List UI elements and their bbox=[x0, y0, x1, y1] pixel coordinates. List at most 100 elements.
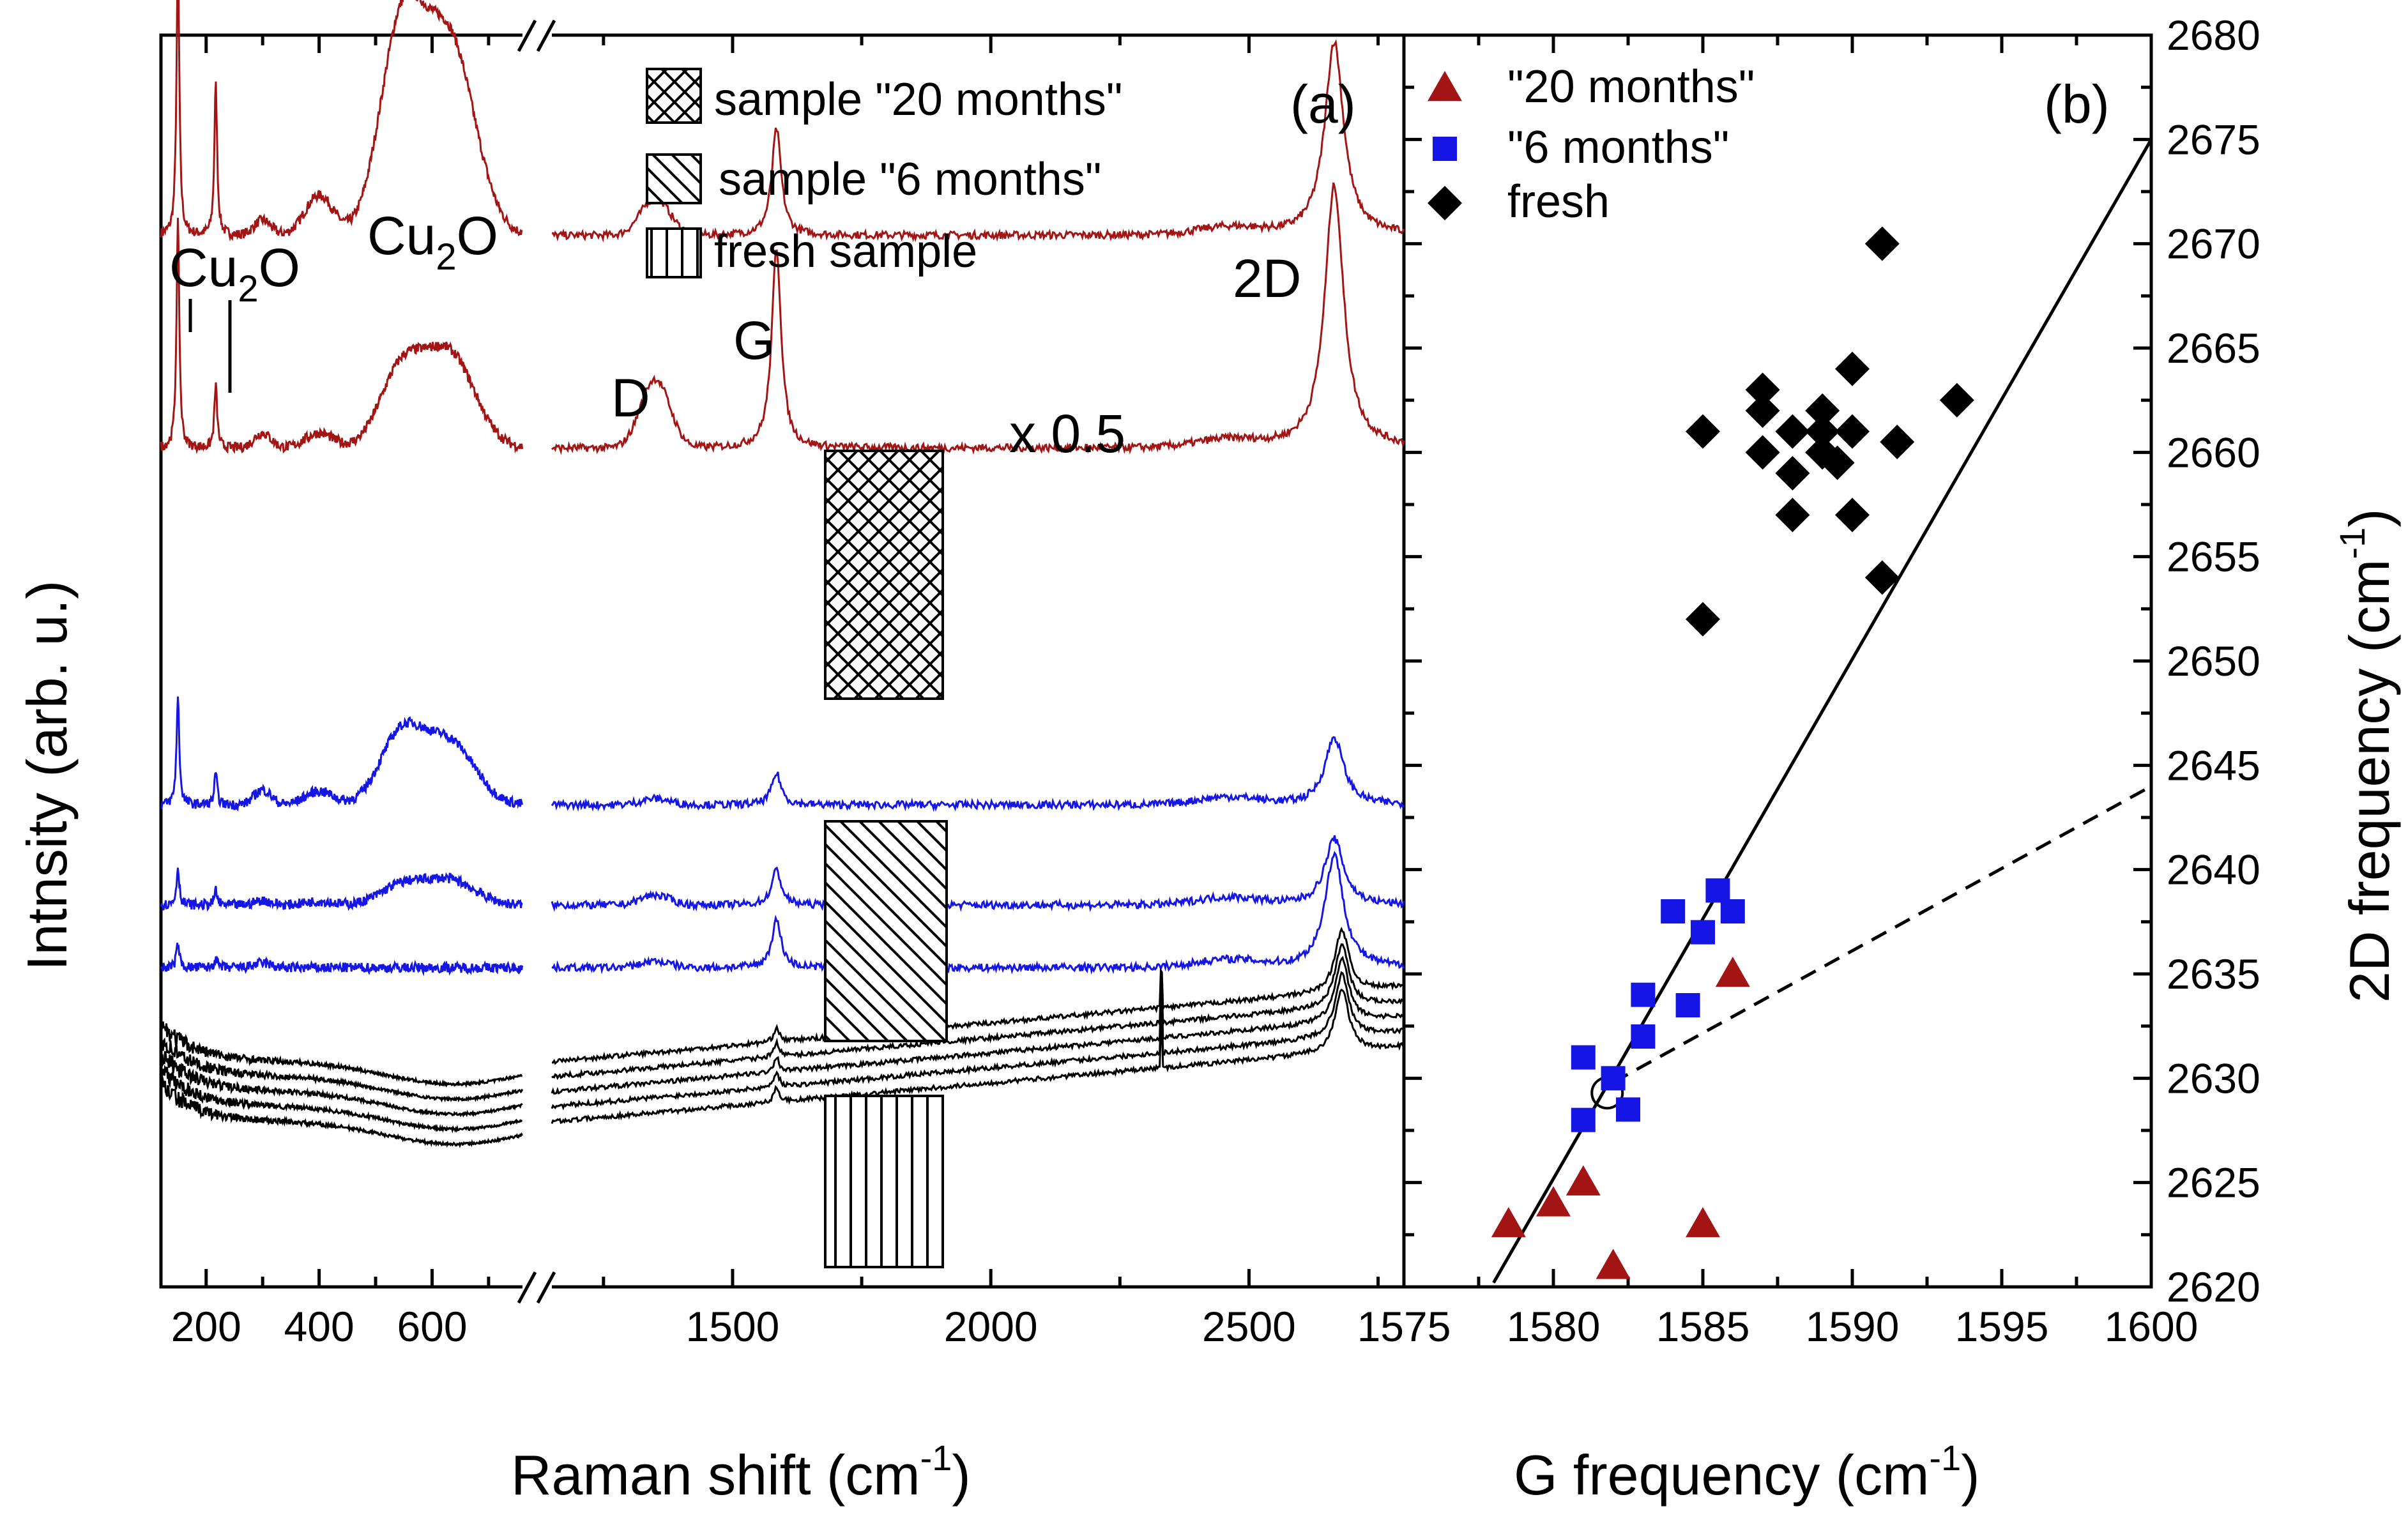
data-point-diamond bbox=[1805, 414, 1840, 449]
data-point-diamond bbox=[1745, 372, 1780, 407]
x-tick-label: 2000 bbox=[944, 1303, 1038, 1350]
y-tick-label: 2655 bbox=[2167, 533, 2260, 581]
data-point-triangle bbox=[1686, 1207, 1720, 1238]
x-tick-label: 400 bbox=[284, 1303, 354, 1350]
panel-b-y-title: 2D frequency (cm-1) bbox=[2332, 508, 2401, 1003]
data-point-square bbox=[1675, 993, 1700, 1017]
data-point-diamond bbox=[1835, 498, 1870, 533]
fit-line-solid bbox=[1492, 139, 2151, 1284]
data-point-diamond bbox=[1775, 414, 1810, 449]
spectrum-line-20-months bbox=[160, 217, 524, 455]
y-tick-label: 2645 bbox=[2167, 741, 2260, 789]
x-tick-label: 1585 bbox=[1656, 1303, 1750, 1350]
data-point-diamond bbox=[1745, 435, 1780, 470]
y-tick-label: 2630 bbox=[2167, 1054, 2260, 1102]
data-point-square bbox=[1705, 878, 1730, 903]
panel-b-label: (b) bbox=[2044, 74, 2110, 134]
data-point-diamond bbox=[1864, 560, 1900, 595]
peak-label-2d: 2D bbox=[1233, 248, 1301, 308]
data-point-diamond bbox=[1864, 226, 1900, 261]
panel-b-x-title: G frequency (cm-1) bbox=[1514, 1438, 1980, 1507]
scale-annotation: x 0.5 bbox=[1009, 404, 1125, 464]
spectrum-line-fresh bbox=[160, 1051, 523, 1118]
x-tick-label: 1595 bbox=[1955, 1303, 2049, 1350]
spectrum-line-fresh bbox=[160, 1077, 523, 1148]
data-point-triangle bbox=[1715, 957, 1750, 987]
data-point-square bbox=[1631, 982, 1656, 1007]
legend-label-20-months: sample "20 months" bbox=[714, 74, 1122, 125]
x-tick-label: 1590 bbox=[1806, 1303, 1900, 1350]
y-tick-label: 2665 bbox=[2167, 324, 2260, 372]
data-point-diamond bbox=[1805, 393, 1840, 428]
data-point-triangle bbox=[1566, 1165, 1601, 1196]
spectrum-line-fresh bbox=[160, 1062, 523, 1134]
peak-label-d: D bbox=[611, 368, 650, 428]
x-tick-label: 1600 bbox=[2105, 1303, 2198, 1350]
data-point-diamond bbox=[1835, 351, 1870, 386]
x-tick-label: 1500 bbox=[686, 1303, 780, 1350]
y-tick-label: 2650 bbox=[2167, 637, 2260, 685]
spectrum-line-6-months bbox=[160, 867, 523, 912]
x-tick-label: 200 bbox=[171, 1303, 241, 1350]
data-point-square bbox=[1631, 1024, 1656, 1049]
y-tick-label: 2670 bbox=[2167, 220, 2260, 268]
spectrum-line-6-months-high bbox=[551, 736, 1405, 812]
spectrum-line-fresh-high bbox=[551, 988, 1405, 1124]
spectrum-line-fresh-high bbox=[551, 971, 1405, 1111]
data-point-diamond bbox=[1775, 456, 1810, 490]
data-point-diamond bbox=[1686, 414, 1720, 449]
svg-text:Cu2O: Cu2O bbox=[169, 238, 300, 310]
legend-label-6-months: sample "6 months" bbox=[719, 154, 1101, 205]
fit-line-dashed bbox=[1612, 784, 2151, 1084]
spectrum-line-6-months-high bbox=[551, 835, 1405, 913]
data-point-diamond bbox=[1745, 393, 1780, 428]
data-point-square bbox=[1661, 899, 1686, 923]
peak-label-cu2o-narrow: Cu2O bbox=[169, 238, 300, 393]
legend-swatch-20-months bbox=[646, 68, 702, 124]
panel-b-points bbox=[1491, 226, 1974, 1279]
y-tick-label: 2660 bbox=[2167, 429, 2260, 476]
legend-label-triangle: "20 months" bbox=[1507, 61, 1755, 112]
data-point-diamond bbox=[1820, 445, 1855, 480]
box-fresh bbox=[824, 1095, 944, 1268]
axis-break-bottom bbox=[517, 1271, 556, 1304]
data-point-diamond bbox=[1939, 383, 1974, 418]
panel-b-legend: "20 months" "6 months"fresh bbox=[1428, 61, 1755, 227]
spectrum-line-20-months-high bbox=[551, 182, 1405, 455]
legend-label-diamond: fresh bbox=[1507, 176, 1610, 227]
data-point-triangle bbox=[1536, 1186, 1571, 1217]
y-tick-label: 2640 bbox=[2167, 846, 2260, 893]
spectrum-line-20-months-x-0-5- bbox=[160, 0, 523, 242]
data-point-square bbox=[1616, 1097, 1640, 1122]
panel-a-y-title: Intnsity (arb. u.) bbox=[15, 581, 79, 971]
data-point-square bbox=[1571, 1107, 1596, 1132]
legend-marker-triangle bbox=[1428, 71, 1462, 102]
spectrum-line-6-months bbox=[160, 696, 524, 812]
x-tick-label: 1575 bbox=[1357, 1303, 1451, 1350]
legend-marker-diamond bbox=[1428, 186, 1462, 220]
x-tick-label: 600 bbox=[397, 1303, 467, 1350]
y-tick-label: 2620 bbox=[2167, 1263, 2260, 1310]
data-point-diamond bbox=[1775, 498, 1810, 533]
x-tick-label: 2500 bbox=[1202, 1303, 1296, 1350]
spectrum-line-fresh-high bbox=[552, 927, 1405, 1065]
legend-marker-square bbox=[1433, 137, 1457, 161]
legend-swatch-fresh bbox=[646, 227, 702, 278]
box-20-months bbox=[824, 450, 944, 700]
panel-a-label: (a) bbox=[1290, 74, 1356, 134]
x-tick-label: 1580 bbox=[1507, 1303, 1601, 1350]
data-point-square bbox=[1691, 920, 1715, 945]
y-tick-label: 2625 bbox=[2167, 1159, 2260, 1206]
data-point-diamond bbox=[1835, 414, 1870, 449]
data-point-diamond bbox=[1880, 425, 1915, 459]
data-point-square bbox=[1720, 899, 1745, 923]
spectrum-line-6-months-high bbox=[551, 851, 1405, 975]
spectrum-line-fresh-high bbox=[551, 955, 1405, 1095]
data-point-diamond bbox=[1686, 602, 1720, 637]
spectrum-line-fresh-high bbox=[551, 943, 1405, 1081]
spectrum-line-fresh bbox=[160, 1037, 524, 1103]
peak-label-cu2o-broad: Cu2O bbox=[367, 206, 498, 278]
